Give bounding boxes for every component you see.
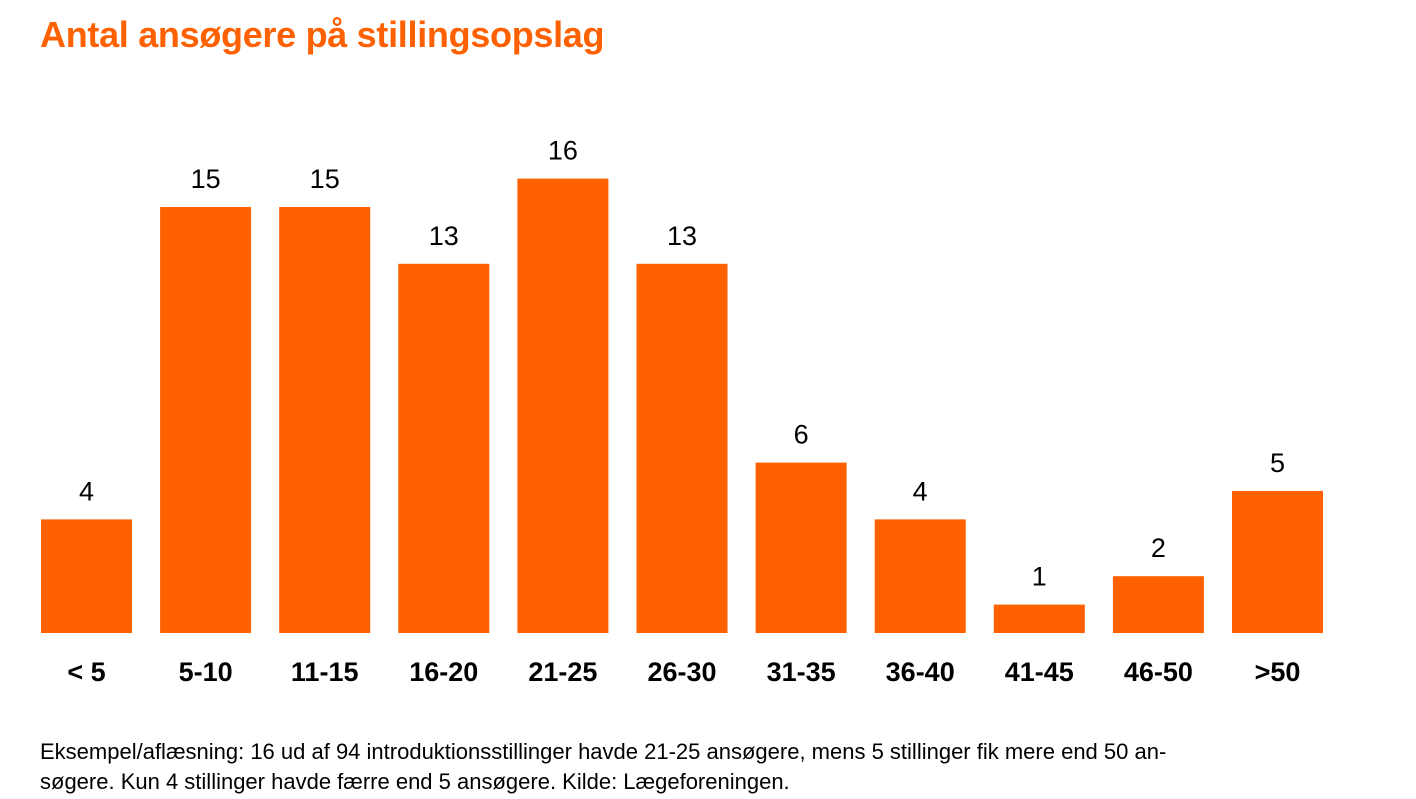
category-label-2: 5-10 (179, 657, 233, 687)
bar-6 (636, 263, 728, 633)
bar-value-label-7: 6 (794, 420, 809, 450)
category-label-1: < 5 (67, 657, 105, 687)
category-label-10: 46-50 (1124, 657, 1193, 687)
category-label-8: 36-40 (886, 657, 955, 687)
bar-value-label-10: 2 (1151, 533, 1166, 563)
bar-value-label-11: 5 (1270, 448, 1285, 478)
category-label-4: 16-20 (409, 657, 478, 687)
bar-9 (993, 604, 1085, 633)
bar-chart: 4< 5155-101511-151316-201621-251326-3063… (41, 136, 1323, 687)
footnote-line-2: søgere. Kun 4 stillinger havde færre end… (40, 769, 790, 794)
bar-5 (517, 178, 609, 633)
bar-value-label-1: 4 (79, 476, 94, 506)
bar-value-label-2: 15 (191, 164, 221, 194)
bar-3 (279, 207, 371, 633)
category-label-9: 41-45 (1005, 657, 1074, 687)
footnote-line-1: Eksempel/aflæsning: 16 ud af 94 introduk… (40, 739, 1167, 764)
chart-title: Antal ansøgere på stillingsopslag (40, 14, 605, 55)
bar-value-label-8: 4 (913, 476, 928, 506)
bar-10 (1112, 576, 1204, 633)
bar-7 (755, 462, 847, 633)
bar-1 (41, 519, 132, 633)
bar-value-label-5: 16 (548, 136, 578, 166)
category-label-6: 26-30 (647, 657, 716, 687)
bar-4 (398, 263, 490, 633)
category-label-3: 11-15 (291, 657, 359, 687)
bar-value-label-9: 1 (1032, 562, 1047, 592)
bar-8 (874, 519, 966, 633)
category-label-11: >50 (1255, 657, 1301, 687)
bar-value-label-3: 15 (310, 164, 340, 194)
bar-11 (1232, 491, 1323, 633)
bar-2 (160, 207, 252, 633)
bar-value-label-4: 13 (429, 221, 459, 251)
category-label-7: 31-35 (767, 657, 836, 687)
category-label-5: 21-25 (528, 657, 597, 687)
bar-value-label-6: 13 (667, 221, 697, 251)
footnote: Eksempel/aflæsning: 16 ud af 94 introduk… (40, 737, 1380, 797)
